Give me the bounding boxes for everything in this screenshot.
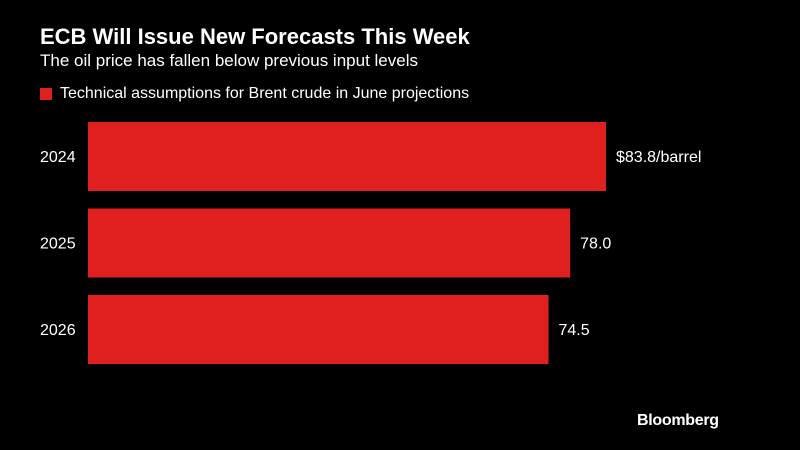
legend-swatch [40,88,52,100]
value-label-2025: 78.0 [580,236,611,253]
value-label-2026: 74.5 [559,322,590,339]
value-label-2024: $83.8/barrel [616,149,701,166]
chart-title: ECB Will Issue New Forecasts This Week [40,24,470,49]
legend-label: Technical assumptions for Brent crude in… [60,85,470,102]
bar-2024 [88,122,606,191]
category-label-2024: 2024 [40,149,76,166]
bar-2026 [88,295,549,364]
legend: Technical assumptions for Brent crude in… [40,84,469,104]
bar-2025 [88,208,571,278]
category-label-2026: 2026 [40,322,76,339]
category-label-2025: 2025 [40,236,76,253]
bloomberg-logo: Bloomberg [637,412,719,429]
chart-subtitle: The oil price has fallen below previous … [40,51,418,70]
